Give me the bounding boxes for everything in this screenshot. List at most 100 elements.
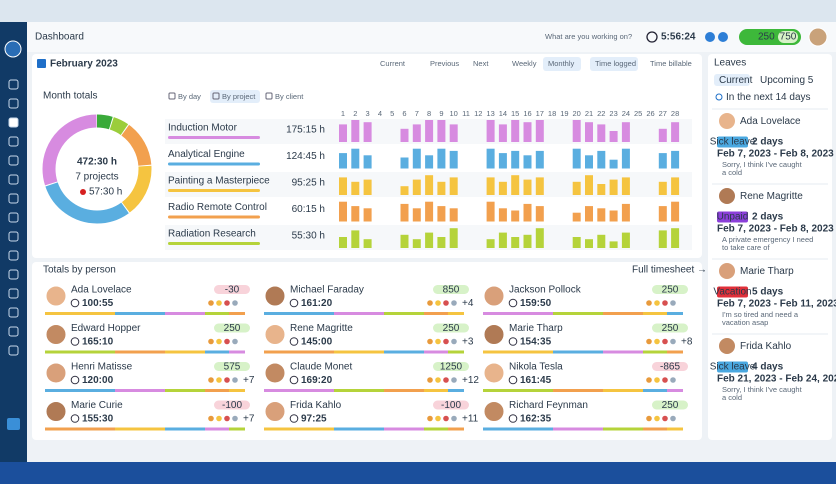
day-bar xyxy=(425,155,434,169)
day-label: 19 xyxy=(560,109,568,118)
emoji-icon xyxy=(443,415,449,422)
timer-btn[interactable] xyxy=(705,32,715,42)
leave-days: 2 days xyxy=(752,137,784,148)
page-title: Dashboard xyxy=(35,32,84,43)
progress-seg xyxy=(45,350,115,354)
leave-note: A private emergency I need to take care o… xyxy=(722,235,813,252)
sidebar-icon[interactable] xyxy=(8,79,19,90)
sidebar-bottom[interactable] xyxy=(7,418,20,430)
toolbar-button[interactable]: Previous xyxy=(430,59,459,68)
progress-seg xyxy=(384,389,424,392)
progress-seg xyxy=(205,312,229,315)
day-bar xyxy=(437,206,446,222)
day-bar xyxy=(609,179,618,195)
project-hours: 95:25 h xyxy=(292,178,325,189)
day-bar xyxy=(425,120,434,142)
day-bar xyxy=(511,120,520,142)
progress-seg xyxy=(115,350,165,354)
emoji-icon xyxy=(208,377,214,383)
project-name: Painting a Masterpiece xyxy=(168,176,270,187)
day-bar xyxy=(511,210,520,222)
progress-seg xyxy=(643,389,667,392)
person-name: Marie Tharp xyxy=(509,323,563,334)
sidebar-icon[interactable] xyxy=(8,136,19,147)
sidebar-icon[interactable] xyxy=(8,250,19,261)
progress-seg xyxy=(483,350,553,354)
donut-segment xyxy=(42,114,152,224)
progress-seg xyxy=(205,350,229,354)
tab-icon xyxy=(265,92,273,100)
progress-seg xyxy=(483,389,553,392)
sidebar-icon[interactable] xyxy=(8,326,19,337)
clock-icon xyxy=(70,375,80,385)
full-timesheet-link[interactable]: Full timesheet → xyxy=(632,265,707,276)
toolbar-button[interactable]: Monthly xyxy=(548,59,575,68)
emoji-icon xyxy=(208,338,214,345)
tab[interactable]: By project xyxy=(222,92,256,101)
progress-seg xyxy=(264,389,334,392)
toolbar-button[interactable]: Next xyxy=(473,59,489,68)
sidebar-icon[interactable] xyxy=(8,155,19,166)
toolbar-button[interactable]: Weekly xyxy=(512,59,537,68)
person-time: 120:00 xyxy=(82,375,114,386)
user-avatar[interactable] xyxy=(4,40,22,58)
leaves-tab[interactable]: Current xyxy=(719,75,753,86)
points: 1250 xyxy=(440,361,463,372)
day-bar xyxy=(351,148,360,169)
leaves-tab[interactable]: Upcoming 5 xyxy=(760,75,814,86)
timer-btn[interactable] xyxy=(718,32,728,42)
search-box[interactable]: What are you working on? xyxy=(545,32,632,41)
points: 250 xyxy=(662,323,679,334)
leave-type xyxy=(717,361,748,373)
progress-seg xyxy=(115,427,165,431)
sidebar-icon[interactable] xyxy=(8,174,19,185)
person-time: 145:00 xyxy=(301,337,333,348)
toolbar-button[interactable]: Current xyxy=(380,59,406,68)
donut-segment xyxy=(42,114,152,224)
day-bar xyxy=(351,120,360,142)
day-bar xyxy=(523,234,532,248)
person-time: 100:55 xyxy=(82,298,114,309)
sidebar-icon[interactable] xyxy=(8,117,19,128)
overtime-dot xyxy=(80,189,86,195)
progress-seg xyxy=(264,312,334,315)
more-count: +3 xyxy=(462,337,474,348)
sidebar-icon[interactable] xyxy=(8,231,19,242)
emoji-icon xyxy=(435,338,441,345)
sidebar-icon[interactable] xyxy=(8,307,19,318)
clock-icon xyxy=(508,337,518,346)
leave-type-label: Vacation xyxy=(713,287,751,298)
day-label: 5 xyxy=(390,109,394,118)
day-bar xyxy=(363,239,372,248)
sidebar-icon[interactable] xyxy=(8,98,19,109)
overtime: 57:30 h xyxy=(89,187,122,198)
emoji-icon xyxy=(451,415,457,422)
day-bar xyxy=(412,239,421,248)
person-avatar xyxy=(264,362,286,384)
profile[interactable] xyxy=(808,27,828,47)
day-bar xyxy=(498,153,507,169)
leave-type-label: Sick leave xyxy=(710,137,756,148)
sidebar-icon[interactable] xyxy=(8,212,19,223)
day-bar xyxy=(400,203,409,222)
project-underline xyxy=(168,136,260,139)
progress-seg xyxy=(667,427,683,431)
sidebar xyxy=(0,22,27,462)
progress-seg xyxy=(603,427,643,431)
more-count: +11 xyxy=(462,414,479,425)
day-bar xyxy=(535,177,544,195)
emoji-icon xyxy=(443,300,449,306)
tab[interactable]: By client xyxy=(275,92,304,101)
more-count: +12 xyxy=(462,375,479,386)
progress-seg xyxy=(553,389,603,392)
sidebar-icon[interactable] xyxy=(8,288,19,299)
person-name: Michael Faraday xyxy=(290,285,364,296)
tab[interactable]: By day xyxy=(178,92,201,101)
sidebar-icon[interactable] xyxy=(8,193,19,204)
day-bar xyxy=(621,177,630,195)
toolbar-button[interactable]: Time logged xyxy=(595,59,636,68)
sidebar-icon[interactable] xyxy=(8,269,19,280)
toolbar-button[interactable]: Time billable xyxy=(650,59,692,68)
sidebar-icon[interactable] xyxy=(8,345,19,356)
day-bar xyxy=(523,179,532,195)
